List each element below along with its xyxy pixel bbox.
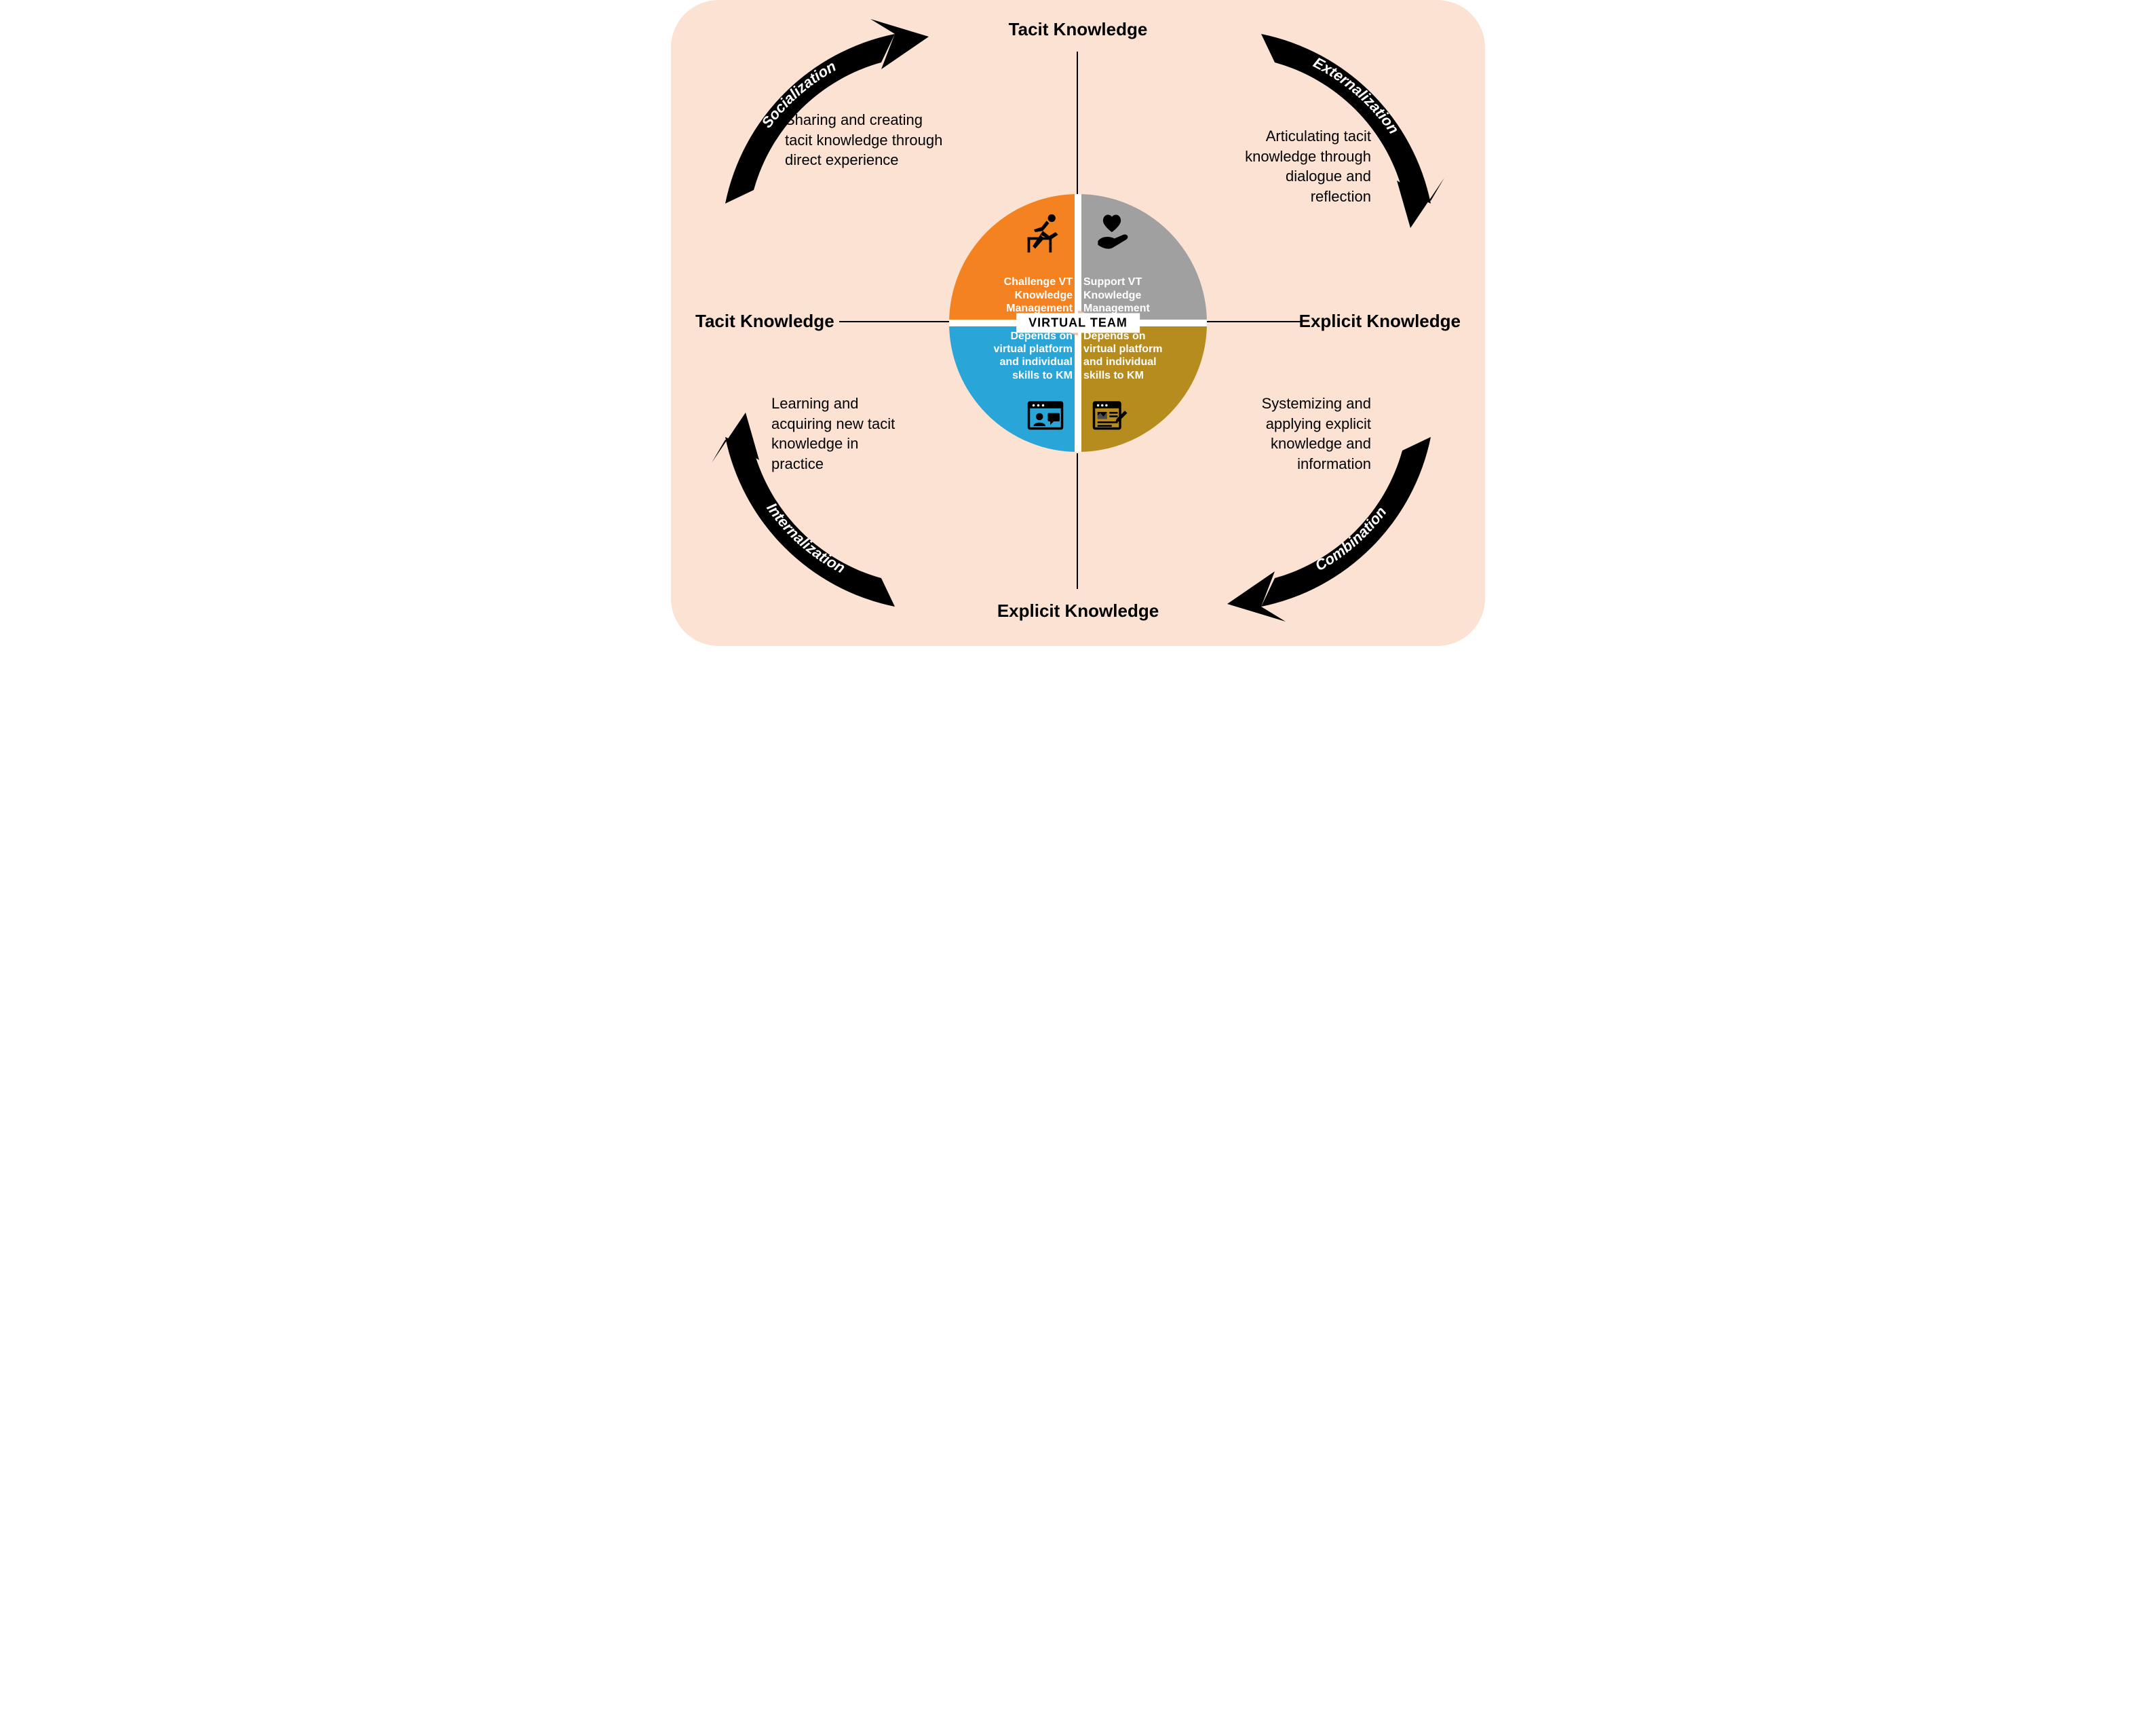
label-left: Tacit Knowledge — [695, 311, 834, 332]
quadrant-platform-br-label: Depends on virtual platform and individu… — [1083, 330, 1178, 382]
svg-text:Socialization: Socialization — [758, 58, 839, 131]
arc-internalization: Internalization — [698, 423, 956, 627]
quadrant-challenge: Challenge VT Knowledge Management — [949, 194, 1078, 323]
arc-externalization: Externalization — [1200, 14, 1458, 217]
quadrant-platform-br: Depends on virtual platform and individu… — [1078, 323, 1207, 452]
central-pie: Challenge VT Knowledge Management Suppor… — [949, 194, 1207, 452]
quadrant-challenge-label: Challenge VT Knowledge Management — [978, 275, 1073, 315]
tick-right — [1207, 321, 1301, 322]
document-edit-icon — [1092, 398, 1130, 436]
hurdle-icon — [1024, 213, 1064, 254]
svg-text:Externalization: Externalization — [1311, 54, 1402, 137]
center-label: VIRTUAL TEAM — [1016, 313, 1140, 333]
quadrant-support: Support VT Knowledge Management — [1078, 194, 1207, 323]
quadrant-platform-bl-label: Depends on virtual platform and individu… — [978, 330, 1073, 382]
webcam-chat-icon — [1026, 398, 1064, 436]
arc-combination: Combination — [1200, 423, 1458, 627]
arc-socialization: Socialization — [698, 14, 956, 217]
arc-socialization-label: Socialization — [758, 58, 839, 131]
quadrant-platform-bl: Depends on virtual platform and individu… — [949, 323, 1078, 452]
tick-left — [839, 321, 949, 322]
quadrant-support-label: Support VT Knowledge Management — [1083, 275, 1178, 315]
tick-top — [1077, 52, 1078, 194]
tick-bottom — [1077, 453, 1078, 589]
hand-heart-icon — [1092, 213, 1132, 254]
seci-diagram: Tacit Knowledge Explicit Knowledge Expli… — [671, 0, 1485, 646]
arc-externalization-label: Externalization — [1311, 54, 1402, 137]
label-right: Explicit Knowledge — [1299, 311, 1461, 332]
